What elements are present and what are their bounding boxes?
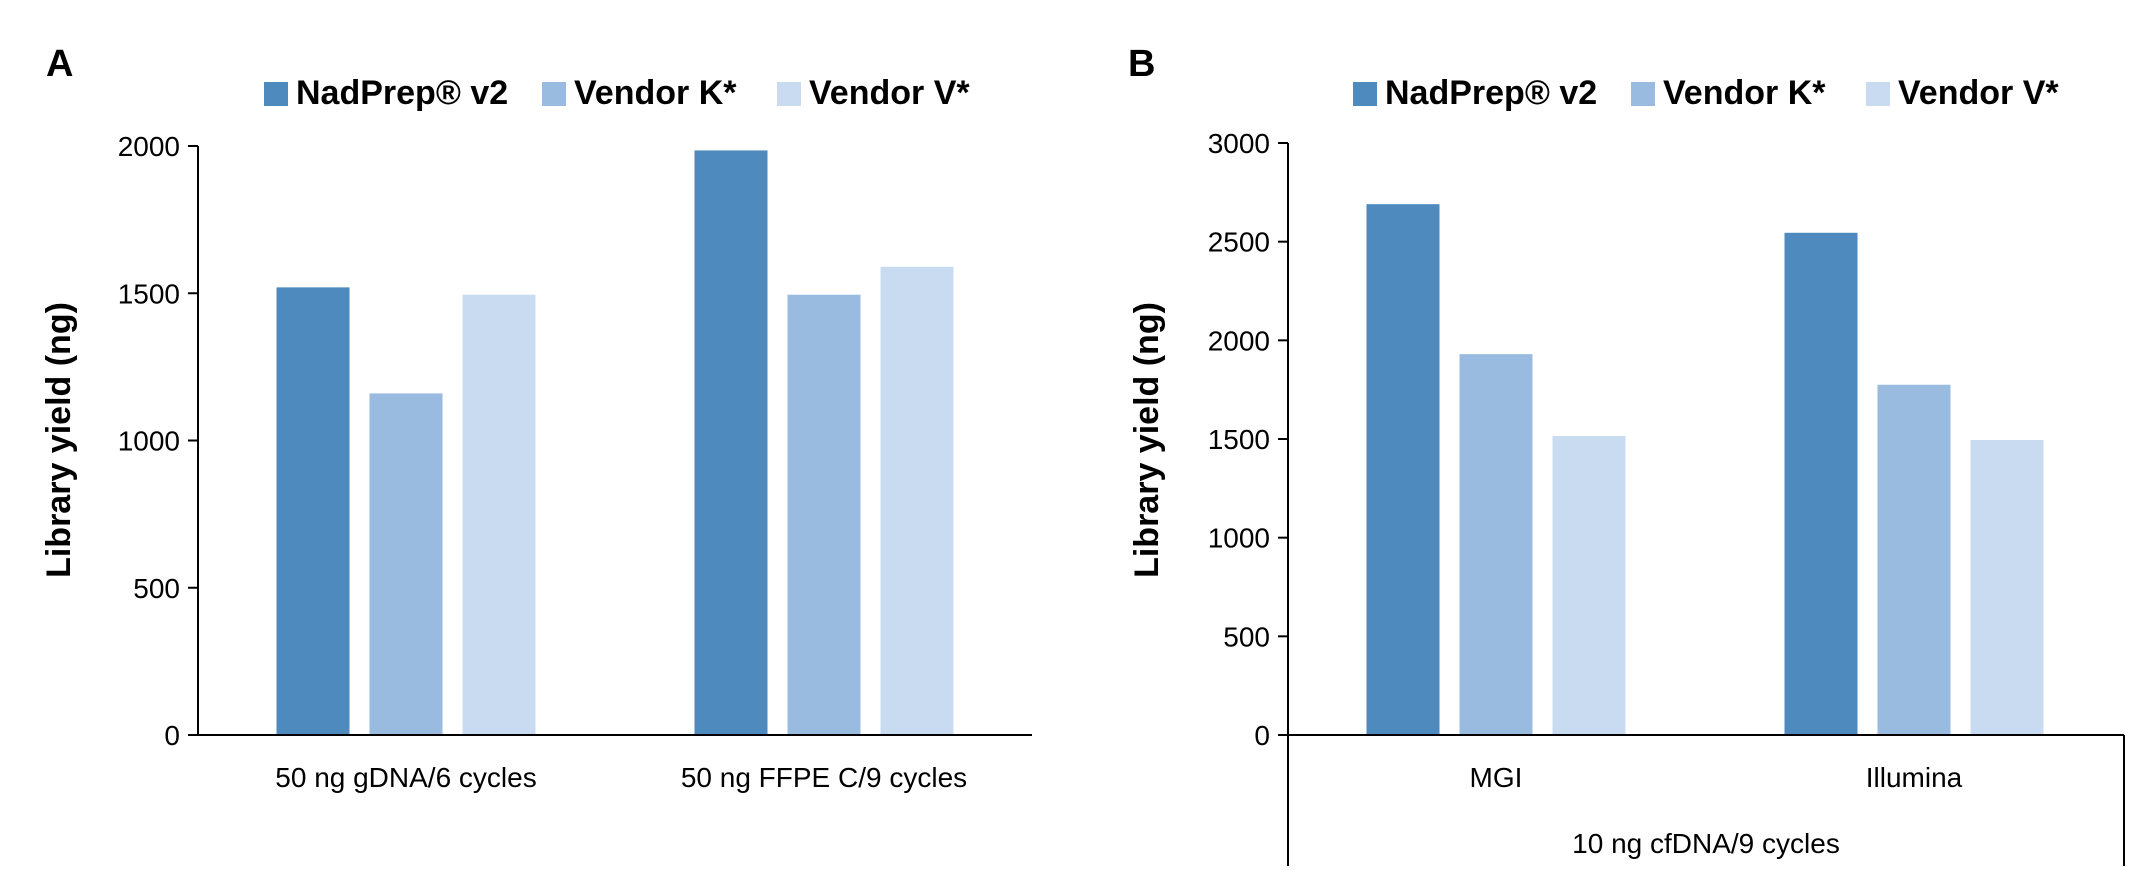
bar-vendor-v-group-1 <box>462 294 536 735</box>
legend-swatch-nadprep <box>264 82 288 106</box>
panel-letter-a: A <box>46 43 73 85</box>
y-tick-label: 0 <box>164 720 180 751</box>
legend-swatch-vendor-k <box>542 82 566 106</box>
chart-panel-a: A NadPrep® v2 Vendor K* Vendor V* Librar… <box>40 43 1032 793</box>
y-ticks-a: 0 500 1000 1500 2000 <box>118 131 198 751</box>
y-tick-label: 0 <box>1254 720 1270 751</box>
y-tick-label: 3000 <box>1208 128 1270 159</box>
y-tick-label: 2000 <box>1208 325 1270 356</box>
bar-nadprep-group-2 <box>1784 232 1858 735</box>
y-ticks-b: 0 500 1000 1500 2000 2500 3000 <box>1208 128 1288 751</box>
bar-vendor-v-group-2 <box>880 266 954 735</box>
y-tick-label: 500 <box>133 573 180 604</box>
panel-letter-b: B <box>1128 43 1155 85</box>
legend-label-nadprep: NadPrep® v2 <box>1385 74 1597 112</box>
y-tick-label: 1500 <box>118 278 180 309</box>
y-tick-label: 500 <box>1223 621 1270 652</box>
legend-label-vendor-v: Vendor V* <box>1898 74 2059 112</box>
x-category-label: 50 ng gDNA/6 cycles <box>275 762 536 793</box>
y-tick-label: 1000 <box>1208 523 1270 554</box>
legend-swatch-vendor-v <box>777 82 801 106</box>
y-tick-label: 2000 <box>118 131 180 162</box>
legend-label-vendor-v: Vendor V* <box>809 74 970 112</box>
bar-vendor-k-group-2 <box>787 294 861 735</box>
y-tick-label: 1000 <box>118 426 180 457</box>
legend-a: NadPrep® v2 Vendor K* Vendor V* <box>264 74 970 112</box>
chart-panel-b: B NadPrep® v2 Vendor K* Vendor V* Librar… <box>1128 43 2125 866</box>
bar-nadprep-group-1 <box>276 287 350 735</box>
bar-vendor-v-group-1 <box>1552 436 1626 735</box>
y-tick-label: 2500 <box>1208 227 1270 258</box>
y-axis-label-a: Library yield (ng) <box>40 302 78 578</box>
legend-swatch-vendor-v <box>1866 82 1890 106</box>
bars-b <box>1366 204 2044 735</box>
group-label-b: 10 ng cfDNA/9 cycles <box>1572 828 1840 859</box>
bar-vendor-k-group-2 <box>1877 384 1951 735</box>
x-category-label: Illumina <box>1866 762 1963 793</box>
y-axis-label-b: Library yield (ng) <box>1128 302 1166 578</box>
y-tick-label: 1500 <box>1208 424 1270 455</box>
bar-vendor-v-group-2 <box>1970 439 2044 735</box>
x-category-label: 50 ng FFPE C/9 cycles <box>681 762 967 793</box>
x-category-label: MGI <box>1470 762 1523 793</box>
bar-nadprep-group-1 <box>1366 204 1440 735</box>
legend-label-vendor-k: Vendor K* <box>1663 74 1826 112</box>
category-labels-a: 50 ng gDNA/6 cycles 50 ng FFPE C/9 cycles <box>275 762 967 793</box>
bar-vendor-k-group-1 <box>369 393 443 735</box>
bars-a <box>276 150 954 736</box>
bar-vendor-k-group-1 <box>1459 354 1533 735</box>
bar-nadprep-group-2 <box>694 150 768 736</box>
legend-swatch-nadprep <box>1353 82 1377 106</box>
legend-label-vendor-k: Vendor K* <box>574 74 737 112</box>
legend-b: NadPrep® v2 Vendor K* Vendor V* <box>1353 74 2059 112</box>
legend-swatch-vendor-k <box>1631 82 1655 106</box>
legend-label-nadprep: NadPrep® v2 <box>296 74 508 112</box>
category-labels-b: MGI Illumina <box>1470 762 1963 793</box>
